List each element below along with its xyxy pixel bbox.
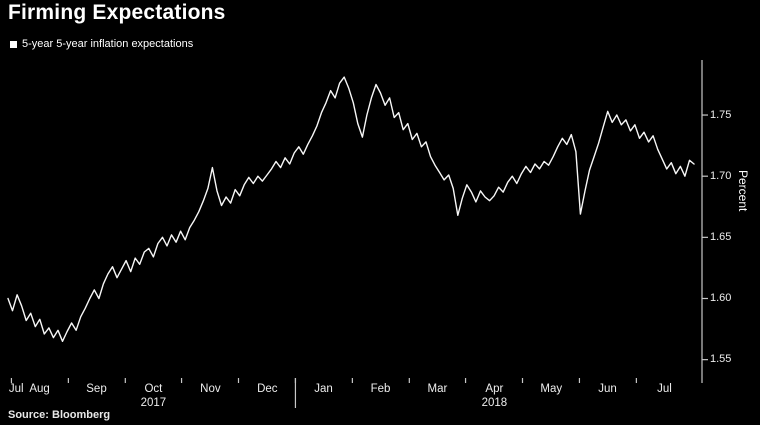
x-tick-label: Jan (314, 383, 333, 395)
year-label: 2017 (140, 397, 167, 409)
legend-label: 5-year 5-year inflation expectations (22, 38, 194, 50)
bottom-border (0, 425, 760, 427)
x-tick-label: Apr (485, 383, 504, 395)
y-tick-label: 1.55 (710, 353, 732, 366)
x-tick-label: May (540, 383, 563, 395)
legend: 5-year 5-year inflation expectations (10, 38, 193, 50)
x-tick-label: Nov (200, 383, 221, 395)
x-tick-label: Jul (657, 383, 672, 395)
chart-title: Firming Expectations (8, 1, 226, 24)
x-tick-label: Sep (86, 383, 107, 395)
y-tick-label: 1.60 (710, 292, 732, 304)
legend-swatch-icon (10, 40, 17, 48)
x-tick-label: Dec (257, 383, 278, 395)
y-axis-title: Percent (736, 170, 750, 212)
y-tick-label: 1.75 (710, 108, 732, 121)
x-tick-label: Aug (29, 383, 50, 395)
x-tick-label: Jul (8, 383, 24, 395)
year-label: 2018 (481, 397, 508, 409)
y-tick-label: 1.65 (710, 230, 732, 243)
y-tick-label: 1.70 (710, 169, 732, 182)
inflation-expectations-line (7, 76, 695, 342)
source-attribution: Source: Bloomberg (8, 409, 111, 421)
x-tick-label: Jun (598, 383, 617, 395)
x-tick-label: Oct (144, 383, 163, 395)
x-tick-label: Feb (370, 383, 391, 395)
x-tick-label: Mar (427, 383, 448, 395)
